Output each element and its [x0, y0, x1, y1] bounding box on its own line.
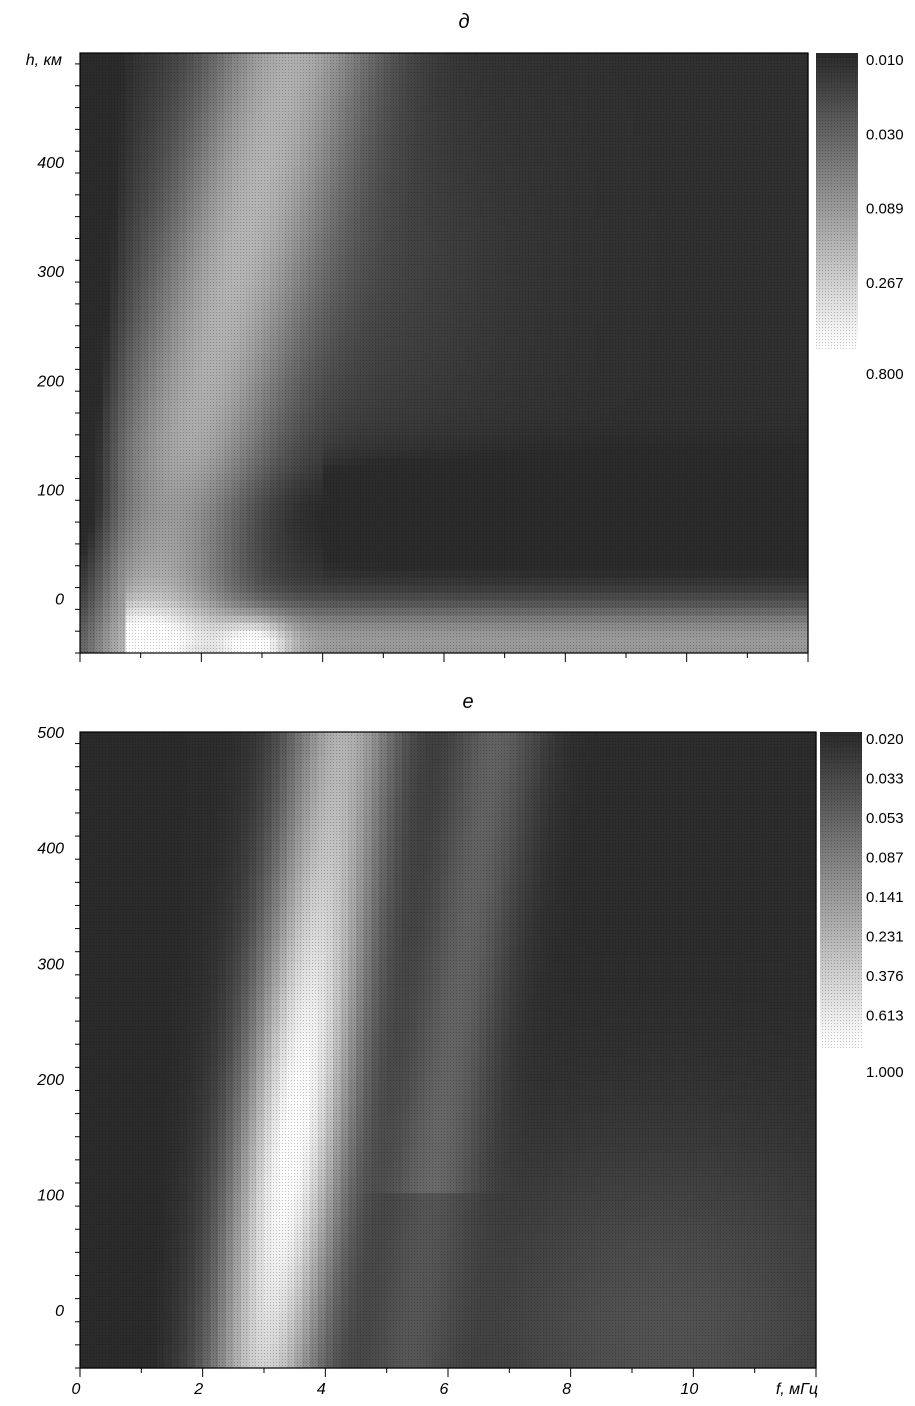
panel-1: д0100200300400h, км 0.0100.0300.0890.2670…	[26, 11, 904, 662]
